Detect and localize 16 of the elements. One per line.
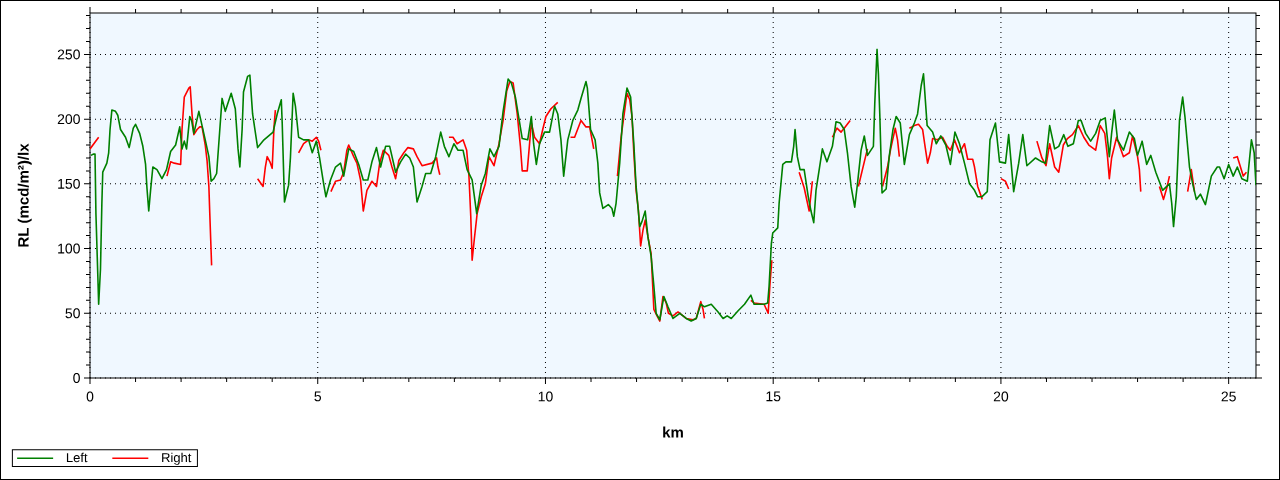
x-tick-label: 25: [1221, 391, 1236, 402]
x-tick-label: 0: [86, 391, 94, 402]
x-tick-label: 15: [766, 391, 781, 402]
legend-label: Left: [66, 452, 88, 463]
y-tick-label: 100: [58, 243, 80, 254]
y-tick-label: 250: [57, 49, 80, 60]
x-axis-title: km: [663, 426, 683, 438]
y-tick-label: 50: [65, 308, 80, 319]
x-tick-label: 10: [538, 391, 553, 402]
y-tick-label: 150: [58, 178, 80, 189]
legend-label: Right: [162, 452, 192, 465]
y-tick-label: 200: [57, 114, 80, 125]
y-axis-title: RL (mcd/m²)/lx: [17, 143, 32, 247]
x-tick-label: 20: [993, 391, 1009, 402]
x-tick-label: 5: [314, 391, 322, 402]
y-tick-label: 0: [73, 373, 80, 383]
